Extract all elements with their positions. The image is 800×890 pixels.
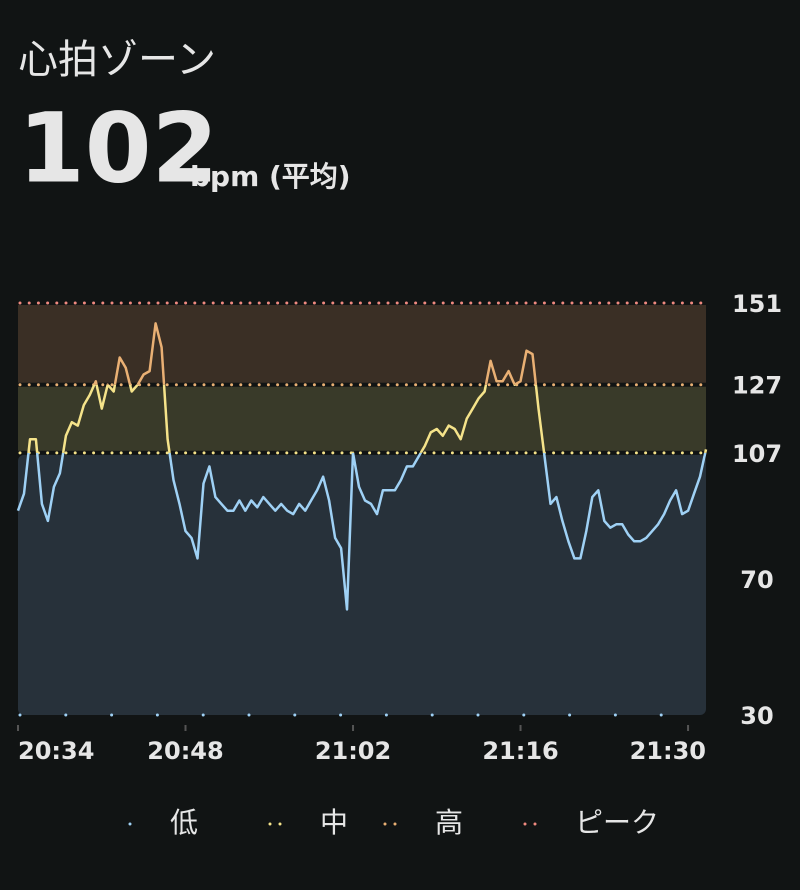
x-tick-label: 21:30 — [630, 737, 706, 765]
average-unit: bpm (平均) — [190, 160, 351, 193]
legend-label: 低 — [170, 806, 198, 839]
average-value: 102 — [18, 92, 218, 204]
x-tick-label: 21:16 — [482, 737, 558, 765]
x-tick-label: 20:34 — [18, 737, 94, 765]
zone-band — [18, 305, 706, 383]
x-tick-label: 20:48 — [147, 737, 223, 765]
y-tick-label: 70 — [740, 566, 773, 594]
title: 心拍ゾーン — [18, 37, 216, 83]
heart-rate-line — [16, 452, 707, 611]
zone-band — [18, 454, 706, 715]
y-tick-label: 127 — [732, 372, 782, 400]
heart-rate-line — [27, 384, 708, 453]
y-tick-label: 30 — [740, 702, 773, 730]
legend-label: 高 — [435, 806, 463, 839]
x-tick-label: 21:02 — [315, 737, 391, 765]
y-tick-label: 151 — [732, 290, 782, 318]
y-tick-label: 107 — [732, 440, 782, 468]
legend-label: 中 — [320, 806, 348, 839]
zone-band — [18, 386, 706, 451]
legend-label: ピーク — [575, 806, 659, 839]
